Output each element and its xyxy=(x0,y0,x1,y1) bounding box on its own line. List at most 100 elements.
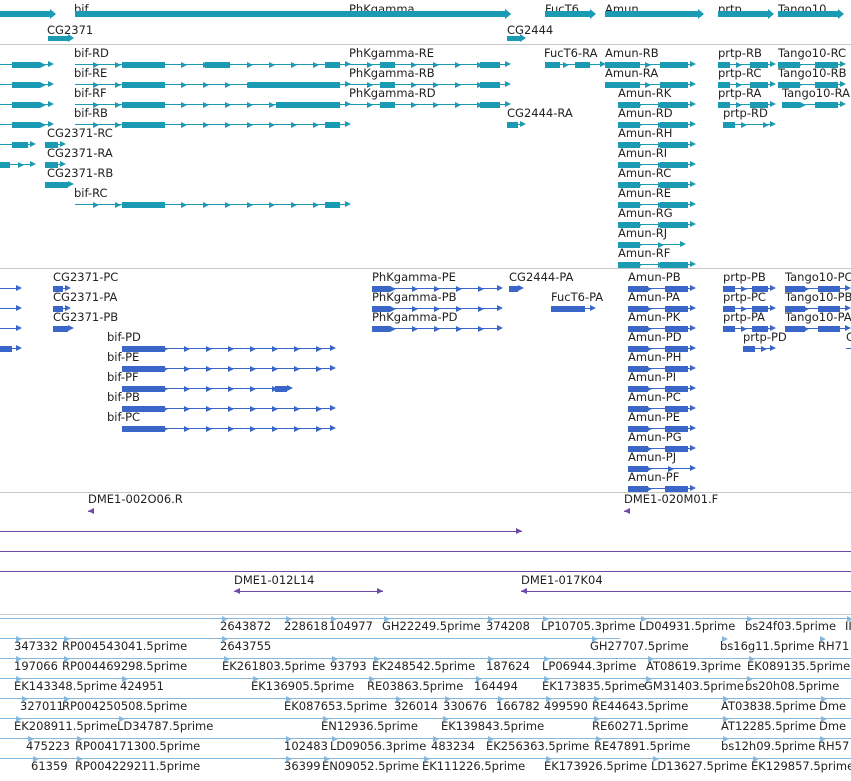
exon-block[interactable] xyxy=(723,325,735,332)
exon-block[interactable] xyxy=(665,485,688,492)
exon-block[interactable] xyxy=(509,285,518,292)
exon-block[interactable] xyxy=(45,161,58,168)
est-line[interactable] xyxy=(0,618,851,619)
exon-block[interactable] xyxy=(628,365,648,372)
exon-block[interactable] xyxy=(718,101,730,108)
intron-line[interactable] xyxy=(349,84,505,85)
gene-glyph[interactable] xyxy=(349,11,505,17)
exon-block[interactable] xyxy=(380,101,395,108)
exon-block[interactable] xyxy=(45,141,58,148)
exon-block[interactable] xyxy=(618,181,640,188)
intron-line[interactable] xyxy=(628,468,690,469)
exon-block[interactable] xyxy=(750,101,768,108)
intron-line[interactable] xyxy=(122,368,330,369)
exon-block[interactable] xyxy=(752,285,768,292)
intron-line[interactable] xyxy=(349,104,505,105)
exon-block[interactable] xyxy=(605,81,640,88)
exon-block[interactable] xyxy=(372,325,390,332)
intron-line[interactable] xyxy=(628,448,690,449)
exon-block[interactable] xyxy=(778,61,800,68)
exon-block[interactable] xyxy=(628,465,648,472)
exon-block[interactable] xyxy=(665,345,688,352)
intron-line[interactable] xyxy=(718,64,770,65)
exon-block[interactable] xyxy=(743,345,755,352)
exon-block[interactable] xyxy=(785,325,805,332)
exon-block[interactable] xyxy=(618,101,640,108)
intron-line[interactable] xyxy=(628,428,690,429)
exon-block[interactable] xyxy=(12,81,40,88)
exon-block[interactable] xyxy=(276,101,340,108)
exon-block[interactable] xyxy=(0,161,10,168)
exon-block[interactable] xyxy=(660,181,688,188)
exon-block[interactable] xyxy=(205,61,230,68)
intron-line[interactable] xyxy=(122,408,330,409)
exon-block[interactable] xyxy=(628,345,648,352)
intron-line[interactable] xyxy=(785,288,845,289)
exon-block[interactable] xyxy=(815,61,838,68)
exon-block[interactable] xyxy=(122,101,165,108)
exon-block[interactable] xyxy=(575,61,590,68)
intron-line[interactable] xyxy=(545,64,600,65)
exon-block[interactable] xyxy=(660,201,688,208)
exon-block[interactable] xyxy=(12,121,40,128)
intron-line[interactable] xyxy=(349,64,505,65)
exon-block[interactable] xyxy=(275,385,287,392)
exon-block[interactable] xyxy=(665,405,688,412)
exon-block[interactable] xyxy=(53,285,63,292)
exon-block[interactable] xyxy=(818,285,840,292)
exon-block[interactable] xyxy=(618,241,640,248)
exon-block[interactable] xyxy=(750,81,768,88)
intron-line[interactable] xyxy=(782,104,840,105)
intron-line[interactable] xyxy=(628,408,690,409)
exon-block[interactable] xyxy=(605,61,640,68)
intron-line[interactable] xyxy=(618,184,690,185)
exon-block[interactable] xyxy=(660,141,688,148)
exon-block[interactable] xyxy=(718,81,730,88)
exon-block[interactable] xyxy=(122,201,165,208)
exon-block[interactable] xyxy=(380,61,395,68)
exon-block[interactable] xyxy=(752,325,768,332)
exon-block[interactable] xyxy=(628,425,648,432)
intron-line[interactable] xyxy=(628,308,690,309)
intron-line[interactable] xyxy=(618,124,690,125)
intron-line[interactable] xyxy=(628,488,690,489)
est-line[interactable] xyxy=(0,718,851,719)
intron-line[interactable] xyxy=(628,368,690,369)
exon-block[interactable] xyxy=(660,261,688,268)
exon-block[interactable] xyxy=(815,101,838,108)
exon-block[interactable] xyxy=(660,121,688,128)
exon-block[interactable] xyxy=(665,285,688,292)
exon-block[interactable] xyxy=(815,81,838,88)
intron-line[interactable] xyxy=(628,288,690,289)
intron-line[interactable] xyxy=(846,348,851,349)
gene-glyph[interactable] xyxy=(75,11,505,17)
intron-line[interactable] xyxy=(628,348,690,349)
exon-block[interactable] xyxy=(53,305,63,312)
intron-line[interactable] xyxy=(628,328,690,329)
exon-block[interactable] xyxy=(325,61,340,68)
exon-block[interactable] xyxy=(551,305,585,312)
exon-block[interactable] xyxy=(665,385,688,392)
est-line[interactable] xyxy=(0,678,851,679)
clone-line[interactable] xyxy=(521,591,851,592)
gene-glyph[interactable] xyxy=(48,35,68,41)
est-line[interactable] xyxy=(0,638,620,639)
gene-glyph[interactable] xyxy=(507,35,520,41)
exon-block[interactable] xyxy=(122,345,165,352)
exon-block[interactable] xyxy=(660,61,688,68)
clone-line[interactable] xyxy=(0,531,522,532)
clone-line[interactable] xyxy=(0,551,851,552)
intron-line[interactable] xyxy=(122,348,330,349)
exon-block[interactable] xyxy=(660,221,688,228)
intron-line[interactable] xyxy=(778,64,840,65)
exon-block[interactable] xyxy=(12,61,40,68)
exon-block[interactable] xyxy=(665,425,688,432)
intron-line[interactable] xyxy=(75,84,345,85)
exon-block[interactable] xyxy=(660,161,688,168)
intron-line[interactable] xyxy=(618,264,690,265)
exon-block[interactable] xyxy=(628,285,648,292)
gene-glyph[interactable] xyxy=(778,11,838,17)
exon-block[interactable] xyxy=(665,445,688,452)
exon-block[interactable] xyxy=(122,121,165,128)
